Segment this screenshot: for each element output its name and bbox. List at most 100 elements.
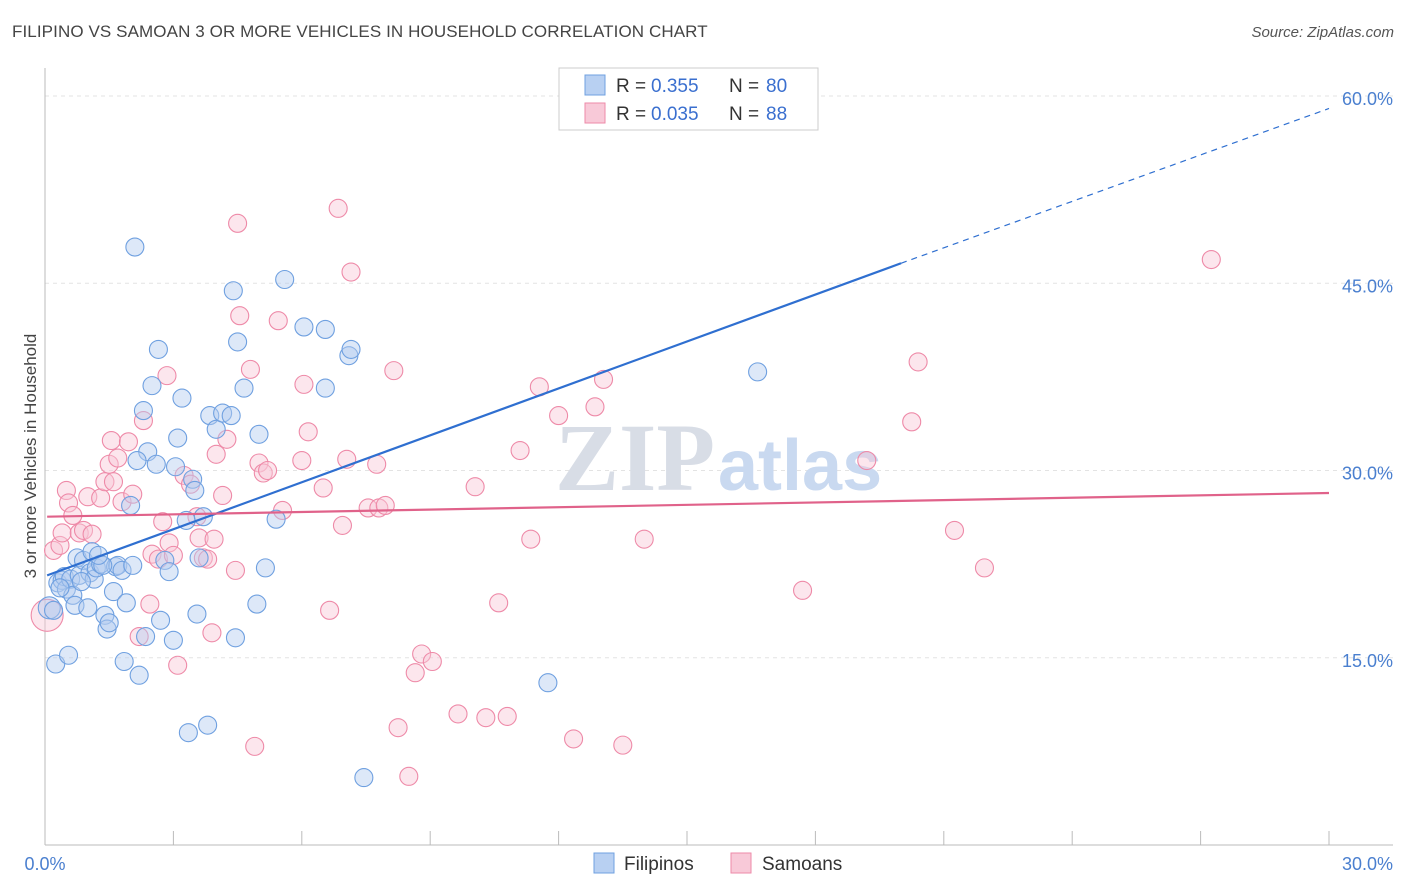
filipinos-point xyxy=(44,600,64,620)
legend-r-label-samoans: R = xyxy=(616,104,646,125)
samoans-point xyxy=(585,397,605,417)
samoans-point xyxy=(56,480,76,501)
trend-lines xyxy=(46,107,1330,577)
samoans-point xyxy=(375,495,395,516)
filipinos-point xyxy=(187,604,207,624)
samoans-point xyxy=(332,515,353,535)
samoans-point xyxy=(189,528,209,548)
y-tick-label-2: 45.0% xyxy=(1342,276,1393,296)
samoans-point xyxy=(101,430,121,451)
samoans-point xyxy=(399,766,419,786)
samoans-point xyxy=(50,535,70,555)
legend-n-label-filipinos: N = xyxy=(729,76,759,97)
x-tick-label-min: 0.0% xyxy=(24,854,65,874)
samoans-point xyxy=(204,529,224,549)
samoans-point xyxy=(133,411,153,431)
legend-swatch-samoans xyxy=(584,102,606,124)
filipinos-point xyxy=(748,362,768,382)
samoans-point xyxy=(168,655,188,675)
samoans-point xyxy=(30,598,64,632)
filipinos-point xyxy=(88,545,109,565)
filipinos-point xyxy=(538,673,558,693)
filipinos-point xyxy=(249,424,269,444)
samoans-point xyxy=(549,406,569,426)
samoans-point xyxy=(448,704,468,724)
filipinos-point xyxy=(155,550,175,570)
samoans-point xyxy=(108,448,128,468)
legend-swatch-samoans-bottom xyxy=(730,852,752,874)
watermark-atlas: atlas xyxy=(718,426,882,506)
samoans-point xyxy=(1201,249,1221,270)
watermark: ZIP atlas xyxy=(555,404,882,511)
filipinos-point xyxy=(136,626,156,647)
filipinos-point xyxy=(125,237,145,257)
samoans-points xyxy=(30,198,1221,786)
samoans-point xyxy=(292,450,312,471)
samoans-point xyxy=(217,429,237,449)
samoans-point xyxy=(405,663,425,683)
filipinos-trend-extension xyxy=(900,107,1330,264)
filipinos-point xyxy=(133,401,153,421)
filipinos-point xyxy=(50,578,70,598)
y-tick-label-1: 30.0% xyxy=(1342,464,1393,484)
legend-n-value-filipinos: 80 xyxy=(766,76,787,97)
filipinos-point xyxy=(99,613,119,633)
filipinos-point xyxy=(266,509,286,529)
samoans-point xyxy=(268,311,288,331)
watermark-zip: ZIP xyxy=(555,404,715,511)
legend-r-label-filipinos: R = xyxy=(616,76,646,97)
samoans-point xyxy=(213,485,233,506)
stats-legend: R = 0.355 N = 80 R = 0.035 N = 88 xyxy=(558,67,819,131)
samoans-point xyxy=(91,488,111,508)
samoans-point xyxy=(465,477,485,497)
samoans-point xyxy=(476,708,496,728)
samoans-point xyxy=(497,706,517,726)
filipinos-point xyxy=(121,495,141,516)
samoans-point xyxy=(82,524,102,544)
samoans-point xyxy=(118,432,139,452)
filipinos-point xyxy=(294,317,314,337)
samoans-point xyxy=(52,523,72,543)
samoans-point xyxy=(521,529,541,549)
samoans-point xyxy=(613,735,633,755)
filipinos-point xyxy=(78,598,98,618)
samoans-point xyxy=(240,359,260,379)
filipinos-point xyxy=(168,428,188,448)
samoans-point xyxy=(230,306,250,326)
filipinos-point xyxy=(165,457,186,477)
chart-title: FILIPINO VS SAMOAN 3 OR MORE VEHICLES IN… xyxy=(12,22,708,41)
filipinos-point xyxy=(127,450,147,471)
filipinos-point xyxy=(185,480,205,501)
filipinos-point xyxy=(225,628,246,648)
y-tick-label-0: 15.0% xyxy=(1342,651,1393,671)
samoans-point xyxy=(328,198,348,218)
filipinos-point xyxy=(159,562,179,582)
legend-label-samoans: Samoans xyxy=(762,854,842,875)
samoans-point xyxy=(564,729,584,749)
filipinos-point xyxy=(71,572,91,592)
filipinos-point xyxy=(112,560,132,580)
filipinos-point xyxy=(93,555,113,575)
samoans-point xyxy=(58,493,79,513)
samoans-point xyxy=(902,412,922,432)
filipinos-point xyxy=(221,406,241,426)
y-axis-label: 3 or more Vehicles in Household xyxy=(21,334,40,579)
samoans-point xyxy=(593,369,614,389)
filipinos-point xyxy=(142,376,162,396)
filipinos-point xyxy=(123,555,143,575)
legend-label-filipinos: Filipinos xyxy=(624,854,694,875)
x-axis-ticks xyxy=(44,831,1330,845)
samoans-point xyxy=(634,529,654,549)
filipinos-point xyxy=(198,715,218,735)
filipinos-point xyxy=(315,378,335,398)
filipinos-point xyxy=(189,548,209,568)
samoans-point xyxy=(103,472,124,492)
filipinos-point xyxy=(354,768,374,788)
samoans-point xyxy=(341,262,361,282)
filipinos-point xyxy=(172,388,192,408)
filipinos-points xyxy=(37,237,768,788)
samoans-point xyxy=(384,361,404,381)
filipinos-point xyxy=(255,558,275,578)
series-legend: Filipinos Samoans xyxy=(593,852,842,875)
